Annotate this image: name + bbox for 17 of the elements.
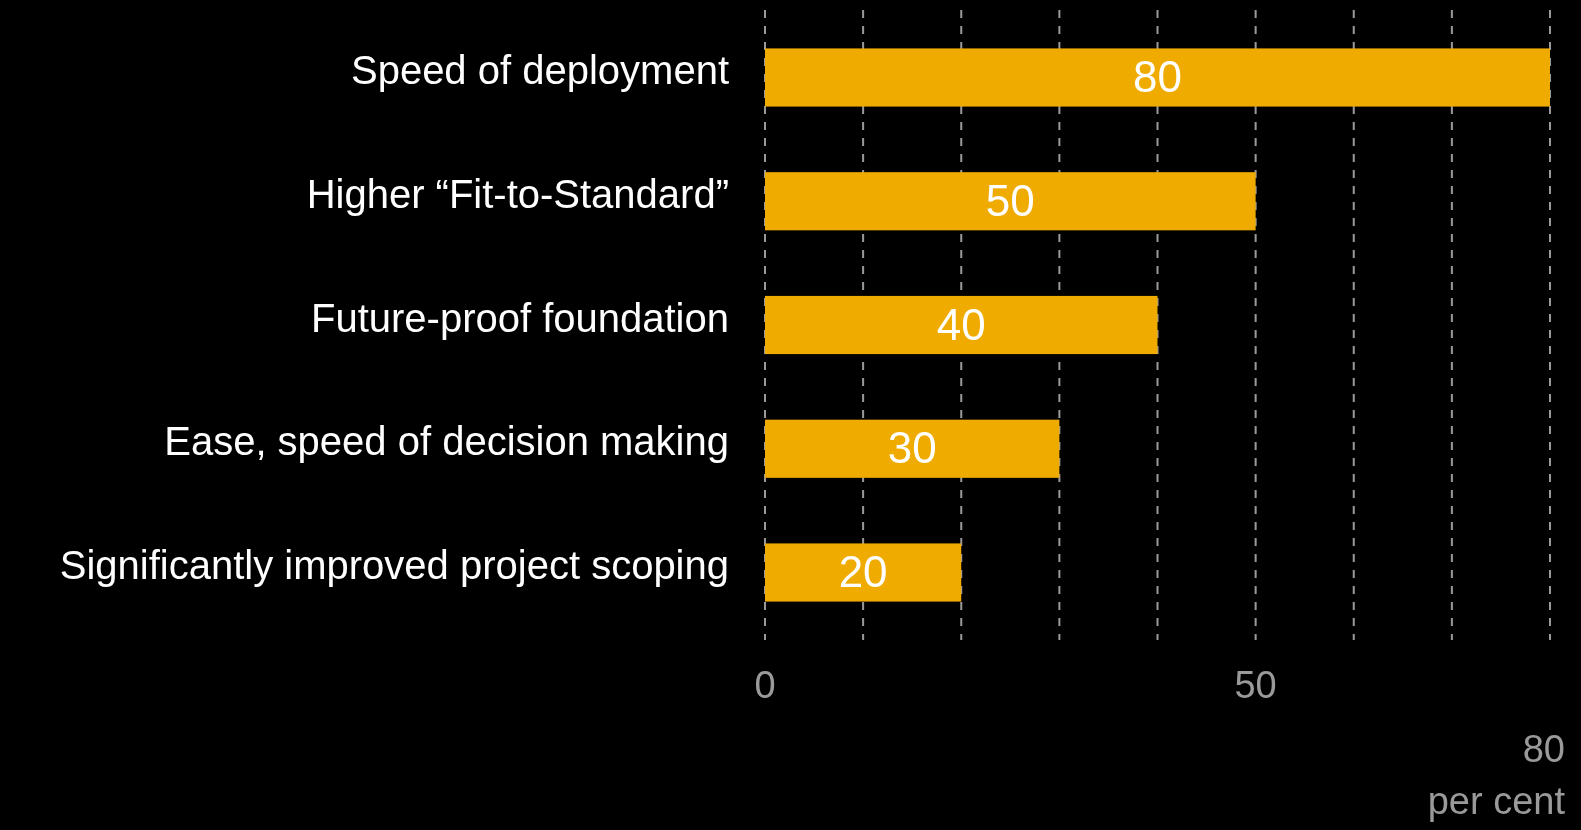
data-label: 50 [985, 175, 1035, 225]
bar [765, 48, 1550, 107]
y-tick-label: Ease, speed of decision making [164, 419, 729, 464]
x-tick-label: 0 [754, 664, 776, 706]
y-tick-label: Significantly improved project scoping [59, 543, 729, 588]
y-tick-label: Higher “Fit-to-Standard” [306, 171, 729, 216]
data-label: 30 [887, 423, 937, 473]
bar [765, 172, 1256, 231]
y-tick-label: Speed of deployment [350, 48, 729, 93]
bar [765, 543, 962, 602]
x-axis-title: 80 per cent [1427, 728, 1566, 822]
data-label: 40 [936, 299, 986, 349]
data-label: 80 [1133, 52, 1182, 102]
y-tick-label: Future-proof foundation [310, 295, 729, 340]
bar [765, 295, 1158, 355]
data-label: 20 [838, 547, 888, 597]
bar [765, 419, 1060, 478]
